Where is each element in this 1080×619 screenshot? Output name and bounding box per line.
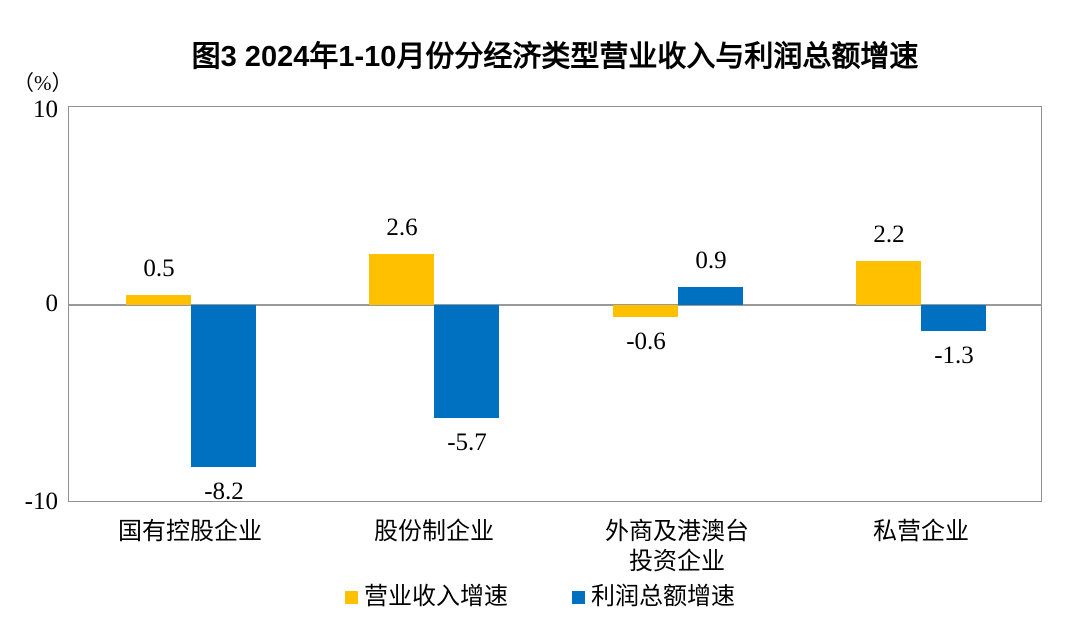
zero-baseline [69,304,1041,306]
legend-item-profit: 利润总额增速 [572,584,735,610]
x-category-label-state-owned: 国有控股企业 [118,519,262,545]
y-tick-neg10: -10 [24,488,58,515]
bar-value-label-revenue-foreign-hmt: -0.6 [626,328,666,355]
bar-value-label-profit-joint-stock: -5.7 [447,429,487,456]
legend: 营业收入增速 利润总额增速 [0,584,1080,610]
legend-label-profit: 利润总额增速 [591,584,735,610]
bar-revenue-private [856,261,921,305]
bar-revenue-state-owned [126,295,191,305]
x-category-label-foreign-hmt: 外商及港澳台 投资企业 [605,519,749,575]
bar-profit-joint-stock [434,305,499,418]
bar-value-label-profit-state-owned: -8.2 [204,478,244,505]
y-tick-0: 0 [45,290,59,317]
y-axis-unit-label: （%） [13,71,73,95]
bar-value-label-revenue-private: 2.2 [873,221,905,248]
bar-value-label-revenue-state-owned: 0.5 [143,255,175,282]
bar-profit-private [921,305,986,331]
y-tick-10: 10 [33,96,58,123]
x-category-label-private: 私营企业 [873,519,969,545]
bar-profit-foreign-hmt [678,287,743,305]
bar-value-label-profit-foreign-hmt: 0.9 [695,247,727,274]
legend-swatch-revenue [345,590,358,604]
bar-value-label-revenue-joint-stock: 2.6 [386,214,418,241]
x-category-label-joint-stock: 股份制企业 [374,519,494,545]
bar-revenue-joint-stock [369,254,434,305]
bar-revenue-foreign-hmt [613,305,678,317]
legend-swatch-profit [572,590,585,604]
legend-label-revenue: 营业收入增速 [364,584,508,610]
legend-item-revenue: 营业收入增速 [345,584,508,610]
bar-profit-state-owned [191,305,256,467]
plot-area: 0.5 2.6 -0.6 2.2 -8.2 -5.7 0.9 -1.3 [68,106,1042,505]
bar-value-label-profit-private: -1.3 [934,342,974,369]
chart-title: 图3 2024年1-10月份分经济类型营业收入与利润总额增速 [191,41,919,73]
